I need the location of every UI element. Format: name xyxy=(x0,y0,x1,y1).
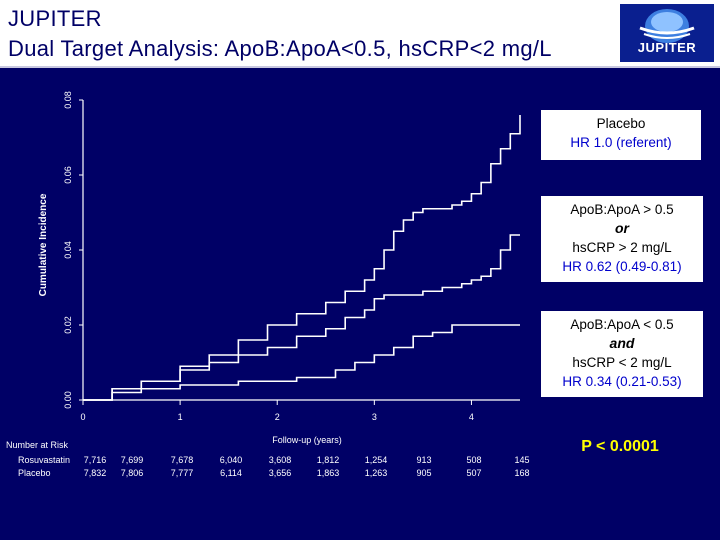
y-tick-label: 0.06 xyxy=(63,166,73,184)
legend-conjunction: and xyxy=(609,335,635,351)
slide-subtitle: Dual Target Analysis: ApoB:ApoA<0.5, hsC… xyxy=(8,36,552,61)
risk-row-label: Placebo xyxy=(18,468,51,478)
y-tick-label: 0.08 xyxy=(63,91,73,109)
x-tick-label: 0 xyxy=(80,412,85,422)
legend-label: hsCRP > 2 mg/L xyxy=(572,240,672,255)
logo-emblem-icon xyxy=(639,9,695,43)
y-axis-label: Cumulative Incidence xyxy=(38,193,49,296)
slide-title: JUPITER xyxy=(8,6,102,31)
legend-box-placebo: Placebo HR 1.0 (referent) xyxy=(541,110,701,160)
risk-row-label: Rosuvastatin xyxy=(18,455,71,465)
slide-header: JUPITER Dual Target Analysis: ApoB:ApoA<… xyxy=(0,0,720,66)
or-target-curve xyxy=(83,234,520,401)
hazard-ratio: HR 0.34 (0.21-0.53) xyxy=(562,374,682,389)
legend-box-and: ApoB:ApoA < 0.5 and hsCRP < 2 mg/L HR 0.… xyxy=(541,311,703,397)
x-tick-label: 1 xyxy=(178,412,183,422)
p-value: P < 0.0001 xyxy=(581,438,659,455)
y-tick-label: 0.04 xyxy=(63,241,73,259)
risk-value: 508 xyxy=(466,455,482,465)
jupiter-logo: JUPITER xyxy=(620,4,714,62)
risk-value: 7,832 xyxy=(83,468,107,478)
risk-value: 7,716 xyxy=(83,455,107,465)
number-at-risk-title: Number at Risk xyxy=(6,440,69,450)
risk-value: 145 xyxy=(514,455,530,465)
y-tick-label: 0.02 xyxy=(63,316,73,334)
risk-value: 168 xyxy=(514,468,530,478)
placebo-curve xyxy=(83,115,521,401)
risk-value: 905 xyxy=(416,468,432,478)
risk-value: 3,656 xyxy=(268,468,292,478)
logo-text: JUPITER xyxy=(637,40,697,55)
y-tick-label: 0.00 xyxy=(63,391,73,409)
legend-label: hsCRP < 2 mg/L xyxy=(572,355,672,370)
risk-value: 7,777 xyxy=(170,468,194,478)
x-axis-label: Follow-up (years) xyxy=(272,435,342,445)
header-divider xyxy=(0,66,720,68)
risk-value: 7,678 xyxy=(170,455,194,465)
risk-value: 6,114 xyxy=(220,468,242,478)
legend-label: Placebo xyxy=(596,116,646,131)
and-target-curve xyxy=(83,324,520,401)
legend-box-or: ApoB:ApoA > 0.5 or hsCRP > 2 mg/L HR 0.6… xyxy=(541,196,703,282)
risk-value: 1,863 xyxy=(316,468,340,478)
legend-label: ApoB:ApoA < 0.5 xyxy=(570,317,674,332)
risk-value: 1,263 xyxy=(364,468,388,478)
legend-label: ApoB:ApoA > 0.5 xyxy=(570,202,674,217)
hazard-ratio: HR 1.0 (referent) xyxy=(570,135,672,150)
risk-value: 7,806 xyxy=(120,468,144,478)
x-tick-label: 2 xyxy=(275,412,280,422)
risk-value: 6,040 xyxy=(219,455,243,465)
risk-value: 913 xyxy=(416,455,432,465)
x-tick-label: 3 xyxy=(372,412,377,422)
legend-conjunction: or xyxy=(615,220,629,236)
hazard-ratio: HR 0.62 (0.49-0.81) xyxy=(562,259,682,274)
risk-value: 1,254 xyxy=(364,455,388,465)
risk-value: 507 xyxy=(466,468,482,478)
risk-value: 7,699 xyxy=(120,455,144,465)
risk-value: 3,608 xyxy=(268,455,292,465)
risk-value: 1,812 xyxy=(316,455,340,465)
x-tick-label: 4 xyxy=(469,412,474,422)
